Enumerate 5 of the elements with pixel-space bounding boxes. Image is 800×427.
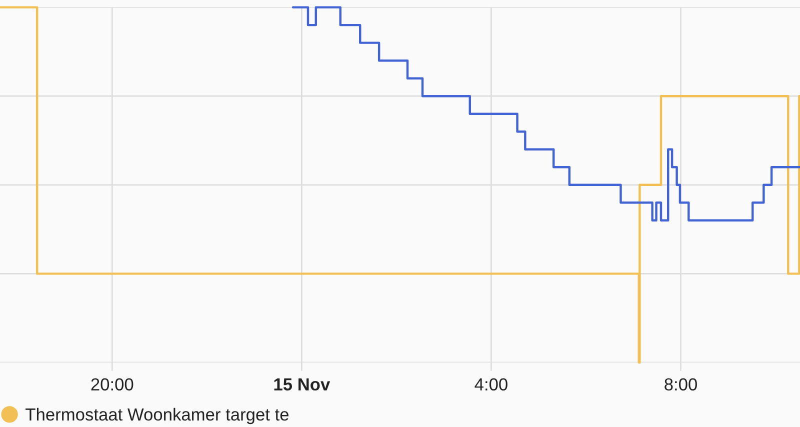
x-tick-label: 4:00 [474, 378, 508, 391]
x-tick-label: 8:00 [664, 378, 697, 391]
x-tick-label: 20:00 [91, 378, 134, 391]
x-tick-label: 15 Nov [274, 378, 330, 391]
legend-label: Thermostaat Woonkamer target te [26, 408, 288, 424]
